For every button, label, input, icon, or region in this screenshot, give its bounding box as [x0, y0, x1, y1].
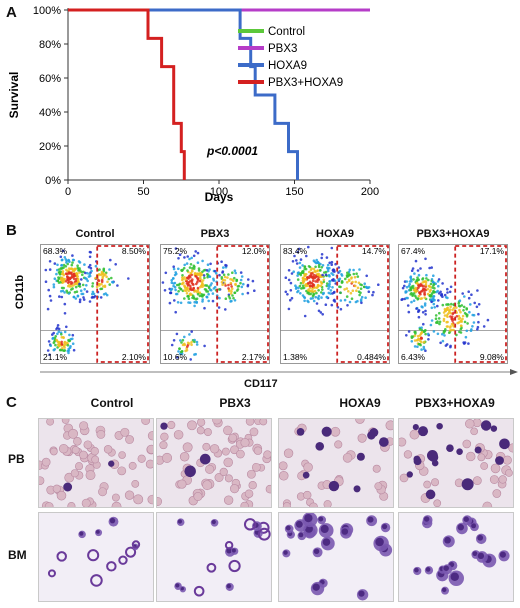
flow-plot: 68.3% 8.50% 21.1% 2.10%: [40, 244, 150, 364]
col-label-control: Control: [90, 396, 134, 410]
legend-label: PBX3+HOXA9: [268, 77, 343, 89]
quadrant-tl-percent: 67.4%: [401, 246, 426, 256]
density-dots: [284, 245, 380, 318]
quadrant-tr-percent: 17.1%: [480, 246, 505, 256]
quadrant-tl-percent: 75.2%: [163, 246, 188, 256]
y-tick-label: 20%: [39, 141, 61, 153]
flow-frame: [160, 244, 270, 364]
series-line-hoxa9: [68, 8, 299, 180]
density-dots: [400, 257, 490, 352]
y-tick-label: 100%: [33, 5, 61, 17]
quadrant-tl-percent: 68.3%: [43, 246, 68, 256]
panel-a-label: A: [6, 4, 17, 21]
micrograph-pb-pbx3: [156, 418, 272, 508]
cd117-positive-gate: [216, 245, 269, 363]
cd117-positive-gate: [336, 245, 389, 363]
y-tick-label: 0%: [45, 175, 61, 187]
density-dots: [161, 247, 256, 361]
row-label-bm: BM: [8, 548, 27, 562]
quadrant-tr-percent: 8.50%: [122, 246, 147, 256]
quadrant-br-percent: 2.10%: [122, 352, 147, 362]
flow-title-pbx3-hoxa9: PBX3+HOXA9: [416, 228, 490, 240]
cd11b-axis-label: CD11b: [12, 262, 26, 322]
flow-plot: 83.4% 14.7% 1.38% 0.484%: [280, 244, 390, 364]
quadrant-tl-percent: 83.4%: [283, 246, 308, 256]
quadrant-tr-percent: 12.0%: [242, 246, 267, 256]
quadrant-br-percent: 0.484%: [357, 352, 386, 362]
cd117-axis-label: CD117: [244, 378, 278, 390]
flow-plot: 75.2% 12.0% 10.6% 2.17%: [160, 244, 270, 364]
quadrant-br-percent: 9.08%: [480, 352, 505, 362]
micrograph-bm-pbx3: [156, 512, 272, 602]
cd117-arrow: [40, 369, 518, 375]
quadrant-bl-percent: 1.38%: [283, 352, 308, 362]
legend-label: PBX3: [268, 43, 297, 55]
micrograph-pb-control: [38, 418, 154, 508]
density-dots: [44, 249, 130, 356]
cd117-positive-gate: [454, 245, 507, 363]
flow-frame: [40, 244, 150, 364]
y-tick-label: 60%: [39, 73, 61, 85]
x-axis-title: Days: [205, 190, 234, 204]
legend-label: Control: [268, 26, 305, 38]
x-tick-label: 50: [137, 186, 149, 198]
micrograph-pb-hoxa9: [278, 418, 394, 508]
x-tick-label: 0: [65, 186, 71, 198]
x-tick-label: 200: [361, 186, 379, 198]
quadrant-bl-percent: 6.43%: [401, 352, 426, 362]
flow-title-hoxa9: HOXA9: [316, 228, 354, 240]
panel-c-label: C: [6, 394, 17, 411]
flow-plot: 67.4% 17.1% 6.43% 9.08%: [398, 244, 508, 364]
series-line-pbx3-hoxa9: [68, 8, 186, 180]
flow-title-pbx3: PBX3: [200, 228, 230, 240]
cd11b-text: CD11b: [14, 275, 26, 310]
micrograph-bm-control: [38, 512, 154, 602]
col-label-pbx3-hoxa9: PBX3+HOXA9: [415, 396, 495, 410]
row-label-pb: PB: [8, 452, 25, 466]
panel-b-label: B: [6, 222, 17, 239]
col-label-pbx3: PBX3: [219, 396, 251, 410]
cd117-positive-gate: [96, 245, 149, 363]
quadrant-br-percent: 2.17%: [242, 352, 267, 362]
p-value: p<0.0001: [206, 144, 258, 158]
micrograph-bm-hoxa9: [278, 512, 394, 602]
col-label-hoxa9: HOXA9: [339, 396, 381, 410]
y-tick-label: 80%: [39, 39, 61, 51]
y-tick-label: 40%: [39, 107, 61, 119]
micrograph-pb-pbx3-hoxa9: [398, 418, 514, 508]
flow-title-control: Control: [75, 228, 115, 240]
legend-label: HOXA9: [268, 60, 307, 72]
x-tick-label: 150: [285, 186, 303, 198]
quadrant-bl-percent: 10.6%: [163, 352, 188, 362]
y-axis-title: Survival: [7, 72, 21, 119]
x-tick-label: 100: [210, 186, 228, 198]
micrograph-bm-pbx3-hoxa9: [398, 512, 514, 602]
quadrant-tr-percent: 14.7%: [362, 246, 387, 256]
quadrant-bl-percent: 21.1%: [43, 352, 68, 362]
